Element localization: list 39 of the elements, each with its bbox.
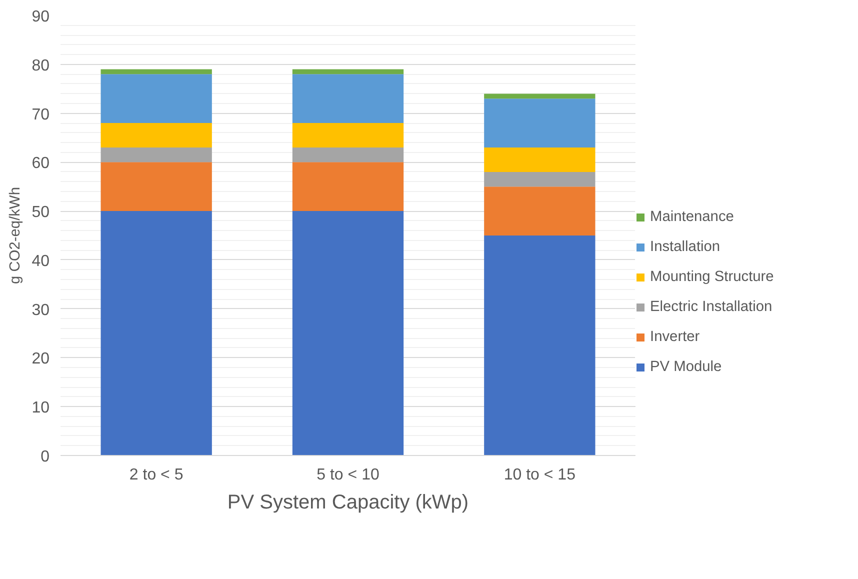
bar [292,69,404,74]
y-tick-label: 30 [32,302,50,319]
y-tick-label: 90 [32,8,50,26]
bar [100,211,212,456]
y-tick-label: 70 [32,106,50,124]
bar [484,148,596,172]
bar [484,172,596,187]
bar [484,98,596,148]
x-tick-label: 5 to < 10 [316,466,380,484]
bar [292,162,404,212]
bar [292,148,404,162]
bar [100,148,212,162]
bar [100,69,212,74]
bar [100,123,212,148]
bar [292,211,404,456]
bar [292,123,404,148]
legend-label: Electric Installation [650,299,772,315]
legend-label: Installation [650,239,720,255]
legend-label: PV Module [650,359,722,375]
bar [100,162,212,212]
x-tick-label: 2 to < 5 [129,466,184,484]
legend-label: Mounting Structure [650,269,774,285]
x-tick-label: 10 to < 15 [504,466,576,484]
y-tick-label: 40 [32,252,50,270]
bar [292,74,404,124]
y-tick-label: 0 [40,448,50,466]
y-axis-title: g CO2-eq/kWh [8,187,24,284]
y-tick-label: 50 [32,204,50,222]
bar [100,74,212,124]
bar [484,94,596,99]
legend-label: Inverter [650,329,700,345]
bar [484,186,596,236]
legend-label: Maintenance [650,209,734,225]
y-tick-label: 10 [32,400,50,417]
y-tick-label: 80 [32,57,50,74]
y-tick-label: 20 [32,350,50,368]
y-tick-label: 60 [32,155,50,172]
x-axis-title: PV System Capacity (kWp) [227,492,469,514]
bar [484,236,596,456]
